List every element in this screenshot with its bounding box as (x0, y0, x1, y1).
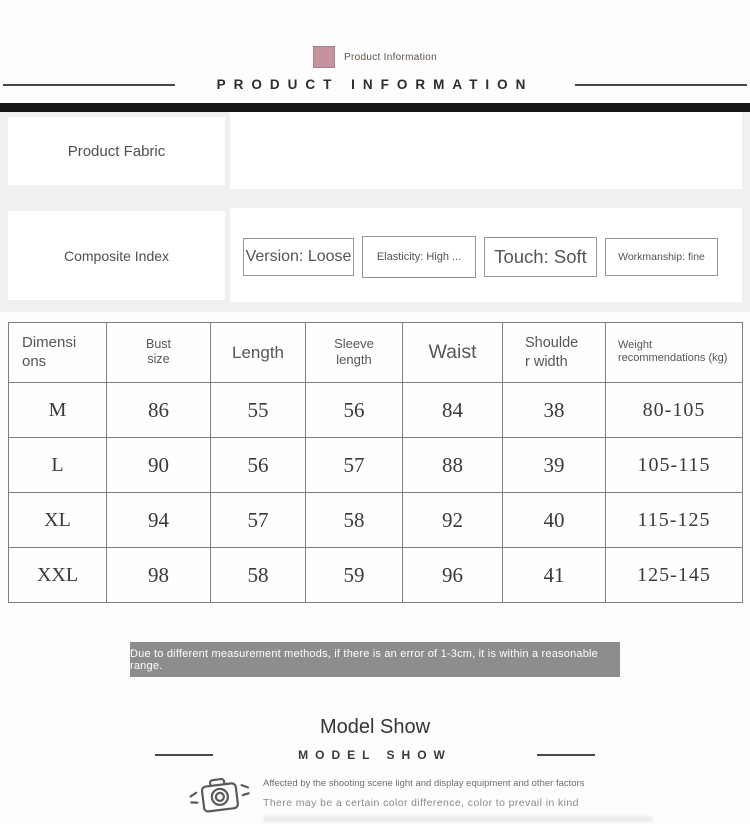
header-badge: Product Information (0, 46, 750, 68)
pink-square-icon (313, 46, 336, 68)
size-table-header-row: Dimensions Bust size Length Sleeve lengt… (8, 322, 743, 383)
section-heading: PRODUCT INFORMATION (0, 77, 750, 92)
heading-line-left (2, 83, 175, 86)
cell-waist: 84 (402, 382, 503, 438)
cell-sleeve: 59 (305, 547, 403, 603)
composite-label: Composite Index (63, 247, 170, 264)
cell-waist: 96 (402, 547, 503, 603)
cell-shoulder: 39 (502, 437, 606, 493)
page-title: PRODUCT INFORMATION (216, 77, 534, 92)
attribute-chip-version[interactable]: Version: Loose (243, 238, 354, 276)
faded-text-strip (263, 816, 653, 822)
cell-size: M (8, 382, 107, 438)
cell-length: 57 (210, 492, 306, 548)
fabric-label-box: Product Fabric (8, 117, 225, 185)
subheading-line-left (155, 754, 214, 756)
table-row-xxl: XXL 98 58 59 96 41 125-145 (8, 547, 743, 603)
attribute-chip-elasticity[interactable]: Elasticity: High ... (362, 236, 476, 278)
col-header-shoulder: Shoulder width (502, 322, 606, 383)
col-header-weight: Weight recommendations (kg) (605, 322, 743, 383)
cell-size: L (8, 437, 107, 493)
cell-waist: 88 (402, 437, 503, 493)
subheading-line-right (536, 754, 595, 756)
cell-bust: 94 (106, 492, 211, 548)
cell-bust: 86 (106, 382, 211, 438)
col-header-length: Length (210, 322, 306, 383)
disclaimer-line-2: There may be a certain color difference,… (263, 797, 579, 809)
table-row-l: L 90 56 57 88 39 105-115 (8, 437, 743, 493)
cell-waist: 92 (402, 492, 503, 548)
col-header-waist: Waist (402, 322, 503, 383)
table-row-m: M 86 55 56 84 38 80-105 (8, 382, 743, 438)
cell-shoulder: 40 (502, 492, 606, 548)
cell-bust: 98 (106, 547, 211, 603)
cell-length: 58 (210, 547, 306, 603)
col-header-sleeve: Sleeve length (305, 322, 403, 383)
heading-line-right (575, 83, 748, 86)
cell-length: 56 (210, 437, 306, 493)
size-table: Dimensions Bust size Length Sleeve lengt… (8, 322, 743, 603)
attribute-chip-workmanship[interactable]: Workmanship: fine (605, 238, 718, 276)
cell-weight: 115-125 (605, 492, 743, 548)
cell-sleeve: 58 (305, 492, 403, 548)
model-show-subtitle: MODEL SHOW (298, 748, 452, 762)
cell-weight: 105-115 (605, 437, 743, 493)
cell-length: 55 (210, 382, 306, 438)
fabric-label: Product Fabric (67, 142, 166, 160)
cell-sleeve: 57 (305, 437, 403, 493)
badge-label: Product Information (344, 51, 437, 63)
camera-icon (186, 772, 252, 820)
measurement-note-banner: Due to different measurement methods, if… (130, 642, 620, 677)
cell-bust: 90 (106, 437, 211, 493)
composite-content-box: Version: Loose Elasticity: High ... Touc… (230, 208, 742, 302)
cell-size: XXL (8, 547, 107, 603)
attribute-chip-touch[interactable]: Touch: Soft (484, 237, 597, 277)
cell-shoulder: 41 (502, 547, 606, 603)
dark-divider-bar (0, 103, 750, 112)
cell-shoulder: 38 (502, 382, 606, 438)
table-row-xl: XL 94 57 58 92 40 115-125 (8, 492, 743, 548)
col-header-bust: Bust size (106, 322, 211, 383)
cell-sleeve: 56 (305, 382, 403, 438)
fabric-content-box (230, 112, 742, 189)
model-show-title: Model Show (319, 716, 431, 738)
cell-size: XL (8, 492, 107, 548)
composite-label-box: Composite Index (8, 211, 225, 300)
cell-weight: 80-105 (605, 382, 743, 438)
cell-weight: 125-145 (605, 547, 743, 603)
disclaimer-line-1: Affected by the shooting scene light and… (263, 778, 585, 789)
model-show-subheading: MODEL SHOW (0, 748, 750, 762)
col-header-dimensions: Dimensions (8, 322, 107, 383)
